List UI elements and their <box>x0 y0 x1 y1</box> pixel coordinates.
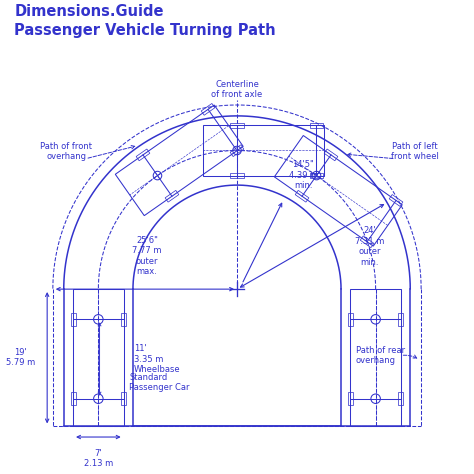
Text: 7'
2.13 m: 7' 2.13 m <box>84 449 113 468</box>
Text: 14'5"
4.39 m
min.: 14'5" 4.39 m min. <box>289 161 318 190</box>
Text: 25'6"
7.77 m
outer
max.: 25'6" 7.77 m outer max. <box>132 236 162 276</box>
Text: Path of front
overhang: Path of front overhang <box>40 142 92 161</box>
Text: 11'
3.35 m
Wheelbase: 11' 3.35 m Wheelbase <box>134 344 181 374</box>
Text: 24'
7.31 m
outer
min.: 24' 7.31 m outer min. <box>355 227 384 266</box>
Text: Path of rear
overhang: Path of rear overhang <box>356 346 405 365</box>
Text: 19'
5.79 m: 19' 5.79 m <box>6 348 36 367</box>
Text: Path of left
front wheel: Path of left front wheel <box>391 142 439 161</box>
Text: Centerline
of front axle: Centerline of front axle <box>211 80 263 99</box>
Text: Dimensions.Guide
Passenger Vehicle Turning Path: Dimensions.Guide Passenger Vehicle Turni… <box>14 4 276 38</box>
Text: Standard
Passenger Car: Standard Passenger Car <box>129 373 190 392</box>
